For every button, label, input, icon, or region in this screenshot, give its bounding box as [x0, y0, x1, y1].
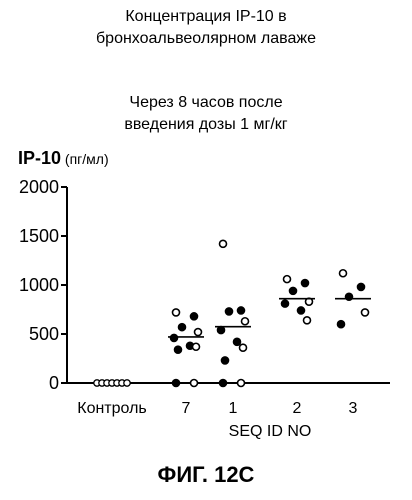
x-tick-label: 1 [229, 400, 238, 417]
data-point [358, 283, 365, 290]
data-point [195, 329, 202, 336]
data-point [220, 380, 227, 387]
y-tick-label: 500 [29, 324, 59, 344]
data-point [193, 343, 200, 350]
data-point [240, 344, 247, 351]
x-tick-label: Контроль [77, 400, 147, 417]
data-point [302, 280, 309, 287]
data-point [238, 380, 245, 387]
data-point [191, 380, 198, 387]
y-tick-label: 1500 [19, 226, 59, 246]
data-point [362, 309, 369, 316]
data-point [282, 300, 289, 307]
data-point [191, 313, 198, 320]
figure-caption: ФИГ. 12С [0, 462, 412, 488]
data-point [173, 309, 180, 316]
data-point [220, 240, 227, 247]
x-tick-label: 2 [293, 400, 302, 417]
data-point [234, 338, 241, 345]
x-tick-label: 3 [349, 400, 358, 417]
data-point [290, 287, 297, 294]
data-point [284, 276, 291, 283]
x-axis-title: SEQ ID NO [215, 423, 325, 441]
y-tick-label: 1000 [19, 275, 59, 295]
data-point [298, 307, 305, 314]
data-point [238, 307, 245, 314]
y-tick-label: 2000 [19, 177, 59, 197]
data-point [338, 321, 345, 328]
data-point [340, 270, 347, 277]
data-point [222, 357, 229, 364]
data-point [218, 327, 225, 334]
x-tick-label: 7 [182, 400, 191, 417]
data-point [175, 346, 182, 353]
data-point [173, 380, 180, 387]
data-point [171, 334, 178, 341]
data-point [226, 308, 233, 315]
data-point [179, 324, 186, 331]
data-point [124, 380, 130, 386]
data-point [242, 318, 249, 325]
y-tick-label: 0 [49, 373, 59, 393]
data-point [304, 317, 311, 324]
